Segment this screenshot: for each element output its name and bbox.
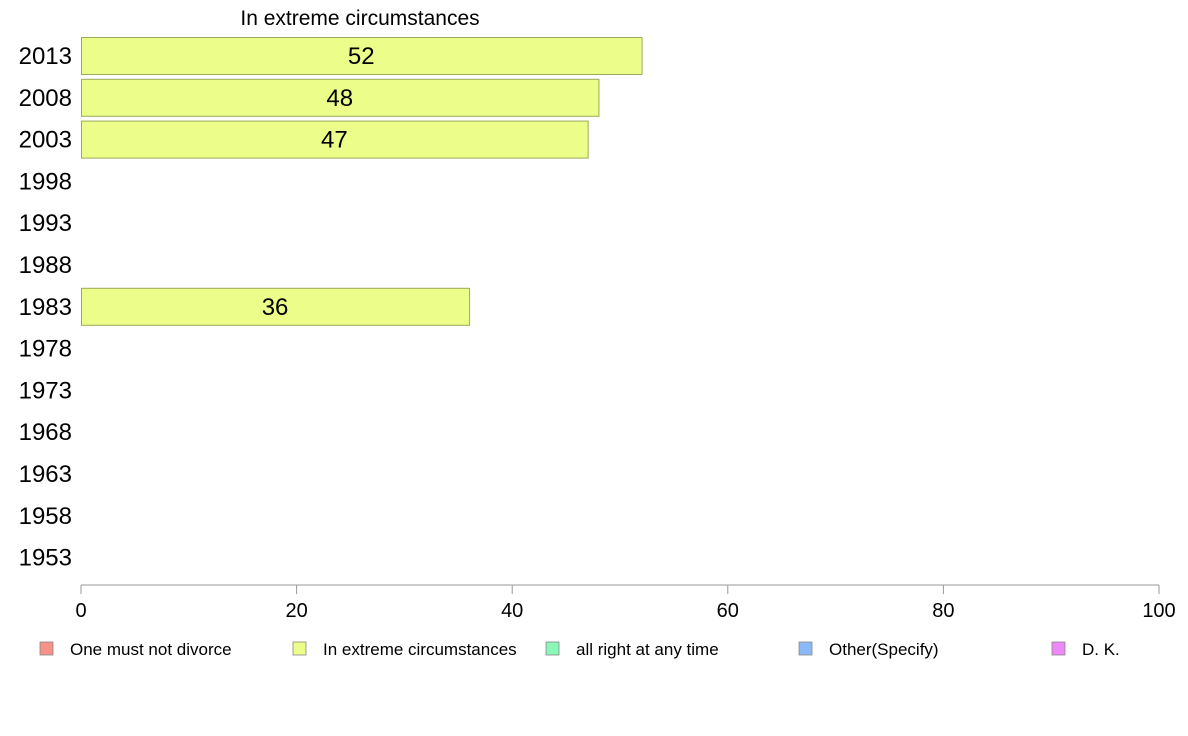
bar-2003 [81,120,589,159]
legend-swatch [798,641,813,656]
x-axis: 0 20 40 60 80 100 [75,584,1176,622]
y-tick-label-1988: 1988 [19,252,72,279]
x-tick-label-80: 80 [932,600,954,622]
legend-swatch [292,641,307,656]
legend-label: all right at any time [576,640,719,659]
y-tick-label-1958: 1958 [19,503,72,530]
legend-swatch [1051,641,1066,656]
y-tick-label-2013: 2013 [19,43,72,70]
legend-label: One must not divorce [70,640,232,659]
y-tick-label-1968: 1968 [19,419,72,446]
legend-swatch [39,641,54,656]
legend-item-4: D. K. [1051,640,1120,659]
bar-value-label-2013: 52 [348,43,375,70]
bar-value-label-2008: 48 [326,85,353,112]
y-tick-label-1973: 1973 [19,377,72,404]
bar-2013 [81,37,643,75]
x-tick-label-0: 0 [75,600,86,622]
bar-2008 [81,78,600,117]
legend-label: In extreme circumstances [323,640,517,659]
bars: 52 48 47 36 [81,37,643,326]
chart-title: In extreme circumstances [240,7,479,30]
y-tick-label-1993: 1993 [19,210,72,237]
x-tick-label-60: 60 [717,600,739,622]
legend-item-0: One must not divorce [39,640,232,659]
y-tick-label-2008: 2008 [19,85,72,112]
bar-value-label-2003: 47 [321,127,348,154]
x-tick-label-40: 40 [501,600,523,622]
legend-label: D. K. [1082,640,1120,659]
legend-item-2: all right at any time [545,640,719,659]
legend-item-3: Other(Specify) [798,640,939,659]
legend-item-1: In extreme circumstances [292,640,517,659]
y-tick-label-1953: 1953 [19,545,72,572]
y-tick-label-1963: 1963 [19,461,72,488]
bar-value-label-1983: 36 [262,294,289,321]
y-tick-label-1978: 1978 [19,336,72,363]
y-axis-labels: 2013 2008 2003 1998 1993 1988 1983 1978 1973 1968… [19,43,72,572]
x-tick-label-100: 100 [1142,600,1175,622]
x-tick-label-20: 20 [285,600,307,622]
y-tick-label-1983: 1983 [19,294,72,321]
y-tick-label-1998: 1998 [19,168,72,195]
legend-swatch [545,641,560,656]
y-tick-label-2003: 2003 [19,127,72,154]
legend: One must not divorce In extreme circumsta… [39,640,1120,659]
legend-label: Other(Specify) [829,640,939,659]
bar-1983 [81,287,471,326]
